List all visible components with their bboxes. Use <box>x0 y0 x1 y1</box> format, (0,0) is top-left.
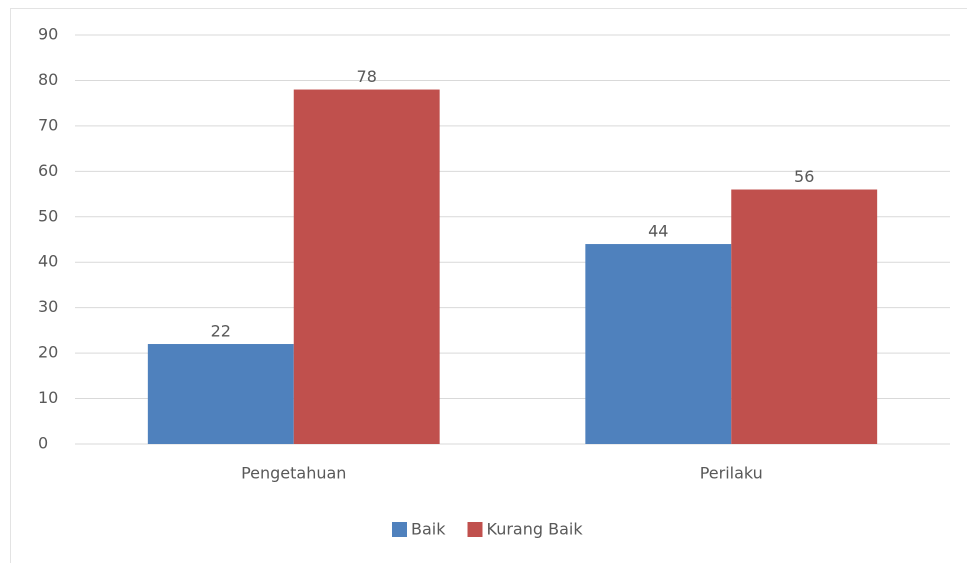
y-tick-label: 30 <box>38 297 58 316</box>
y-tick-label: 90 <box>38 25 58 44</box>
x-tick-label: Pengetahuan <box>241 464 346 483</box>
bar <box>731 189 878 444</box>
y-tick-label: 80 <box>38 70 58 89</box>
y-tick-label: 40 <box>38 252 58 271</box>
y-tick-label: 70 <box>38 115 58 134</box>
y-tick-label: 0 <box>38 434 48 453</box>
legend-swatch <box>392 522 407 537</box>
bar <box>585 244 732 444</box>
legend-label: Baik <box>411 520 446 539</box>
data-label: 56 <box>794 167 814 186</box>
data-label: 78 <box>357 67 377 86</box>
data-label: 44 <box>648 222 668 241</box>
y-tick-label: 10 <box>38 388 58 407</box>
y-tick-label: 60 <box>38 161 58 180</box>
data-label: 22 <box>211 322 231 341</box>
bar <box>147 344 294 444</box>
x-tick-label: Perilaku <box>700 464 763 483</box>
y-tick-label: 50 <box>38 206 58 225</box>
legend-label: Kurang Baik <box>487 520 584 539</box>
legend-swatch <box>467 522 483 537</box>
bar <box>293 89 440 445</box>
y-tick-label: 20 <box>38 343 58 362</box>
chart-border <box>10 8 967 563</box>
